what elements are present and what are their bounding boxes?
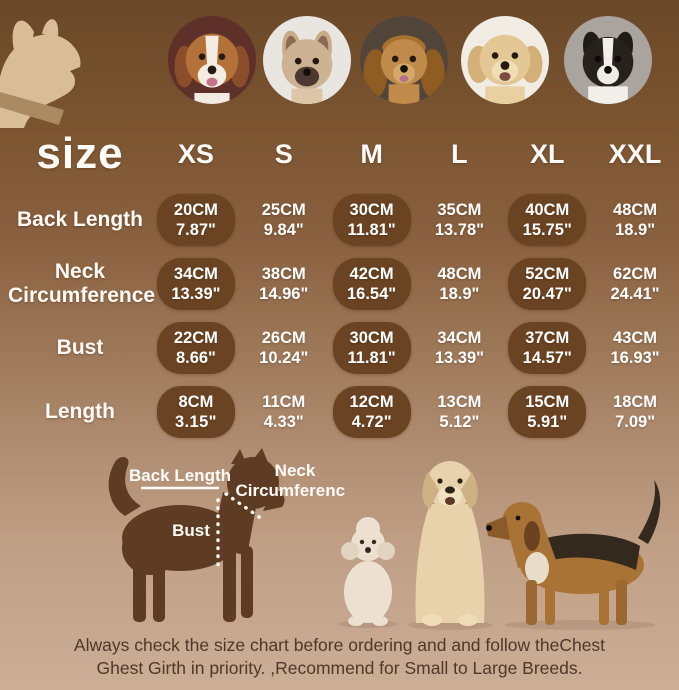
row-label: Length: [45, 400, 115, 423]
cell-neck-s: 38CM 14.96": [259, 265, 309, 303]
labrador-illustration: [415, 461, 485, 626]
cell-back-length-xl: 40CM 15.75": [503, 194, 591, 246]
row-label: Bust: [56, 336, 104, 359]
beagle-photo: [168, 16, 256, 104]
neck-diagram-label-line1: Neck: [275, 461, 316, 480]
french-bulldog-face-icon: [281, 30, 333, 104]
cell-length-l: 13CM 5.12": [437, 393, 482, 431]
column-header-xs: XS: [177, 138, 214, 169]
column-header-xl: XL: [529, 138, 565, 169]
cell-length-xxl: 18CM 7.09": [613, 393, 658, 431]
cell-back-length-xs: 20CM 7.87": [152, 194, 240, 246]
beagle-face-icon: [174, 33, 250, 104]
cell-neck-xs: 34CM 13.39": [152, 258, 240, 310]
cell-bust-l: 34CM 13.39": [434, 329, 484, 367]
dogs-size-comparison-photo: [338, 461, 661, 630]
cell-neck-xl: 52CM 20.47": [503, 258, 591, 310]
golden-retriever-face-icon: [467, 34, 543, 104]
footer-note: Always check the size chart before order…: [0, 634, 679, 680]
row-label: Neck Circumference: [8, 260, 156, 307]
cell-length-s: 11CM 4.33": [262, 393, 306, 431]
column-header-l: L: [451, 138, 468, 169]
french-bulldog-photo: [263, 16, 351, 104]
footer-line-1: Always check the size chart before order…: [73, 635, 606, 655]
column-header-xxl: XXL: [608, 138, 662, 169]
cell-length-xs: 8CM 3.15": [152, 386, 240, 438]
size-table: size XS S M L XL XXL Back Length 20CM 7.8…: [0, 128, 679, 444]
table-header-row: size XS S M L XL XXL: [0, 128, 679, 180]
table-row-length: Length 8CM 3.15" 11CM 4.33" 12CM 4.72" 13CM…: [0, 380, 679, 444]
table-row-bust: Bust 22CM 8.66" 26CM 10.24" 30CM 11.81" 34C…: [0, 316, 679, 380]
footer-line-2: Ghest Girth in priority. ,Recommend for …: [96, 658, 583, 678]
cell-back-length-xxl: 48CM 18.9": [613, 201, 658, 239]
back-length-diagram-label: Back Length: [129, 466, 231, 485]
border-collie-face-icon: [582, 31, 634, 104]
size-title: size: [36, 129, 124, 178]
cell-back-length-s: 25CM 9.84": [261, 201, 306, 239]
neck-diagram-label-line2: Circumference: [235, 481, 345, 500]
cell-back-length-m: 30CM 11.81": [328, 194, 416, 246]
measurement-diagram: Back Length Neck Circumference Bust: [108, 448, 345, 622]
cell-length-xl: 15CM 5.91": [503, 386, 591, 438]
cell-back-length-l: 35CM 13.78": [434, 201, 484, 239]
cell-bust-s: 26CM 10.24": [259, 329, 309, 367]
cell-bust-xxl: 43CM 16.93": [610, 329, 660, 367]
hound-illustration: [486, 480, 661, 625]
cell-length-m: 12CM 4.72": [328, 386, 416, 438]
dog-silhouette: [108, 448, 285, 622]
cell-bust-xs: 22CM 8.66": [152, 322, 240, 374]
column-header-s: S: [274, 138, 293, 169]
column-header-m: M: [360, 138, 383, 169]
row-label: Back Length: [16, 208, 144, 231]
cell-bust-m: 30CM 11.81": [328, 322, 416, 374]
border-collie-photo: [564, 16, 652, 104]
table-row-back-length: Back Length 20CM 7.87" 25CM 9.84" 30CM 11.8…: [0, 188, 679, 252]
cocker-spaniel-face-icon: [363, 35, 445, 104]
table-row-neck-circumference: Neck Circumference 34CM 13.39" 38CM 14.96"…: [0, 252, 679, 316]
poodle-illustration: [341, 517, 395, 626]
golden-retriever-photo: [461, 16, 549, 104]
cell-bust-xl: 37CM 14.57": [503, 322, 591, 374]
cocker-spaniel-photo: [360, 16, 448, 104]
cell-neck-m: 42CM 16.54": [328, 258, 416, 310]
cell-neck-l: 48CM 18.9": [437, 265, 482, 303]
bust-diagram-label: Bust: [172, 521, 210, 540]
corner-bulldog-icon: [0, 19, 81, 128]
neck-circumference-dotted-line: [224, 492, 267, 523]
cell-neck-xxl: 62CM 24.41": [610, 265, 660, 303]
